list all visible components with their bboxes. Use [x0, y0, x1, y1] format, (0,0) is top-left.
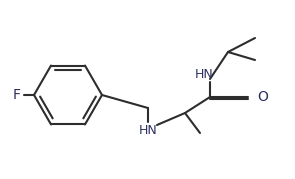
Text: HN: HN: [139, 125, 157, 137]
Text: F: F: [13, 88, 21, 102]
Text: HN: HN: [195, 67, 213, 81]
Text: O: O: [257, 90, 268, 104]
